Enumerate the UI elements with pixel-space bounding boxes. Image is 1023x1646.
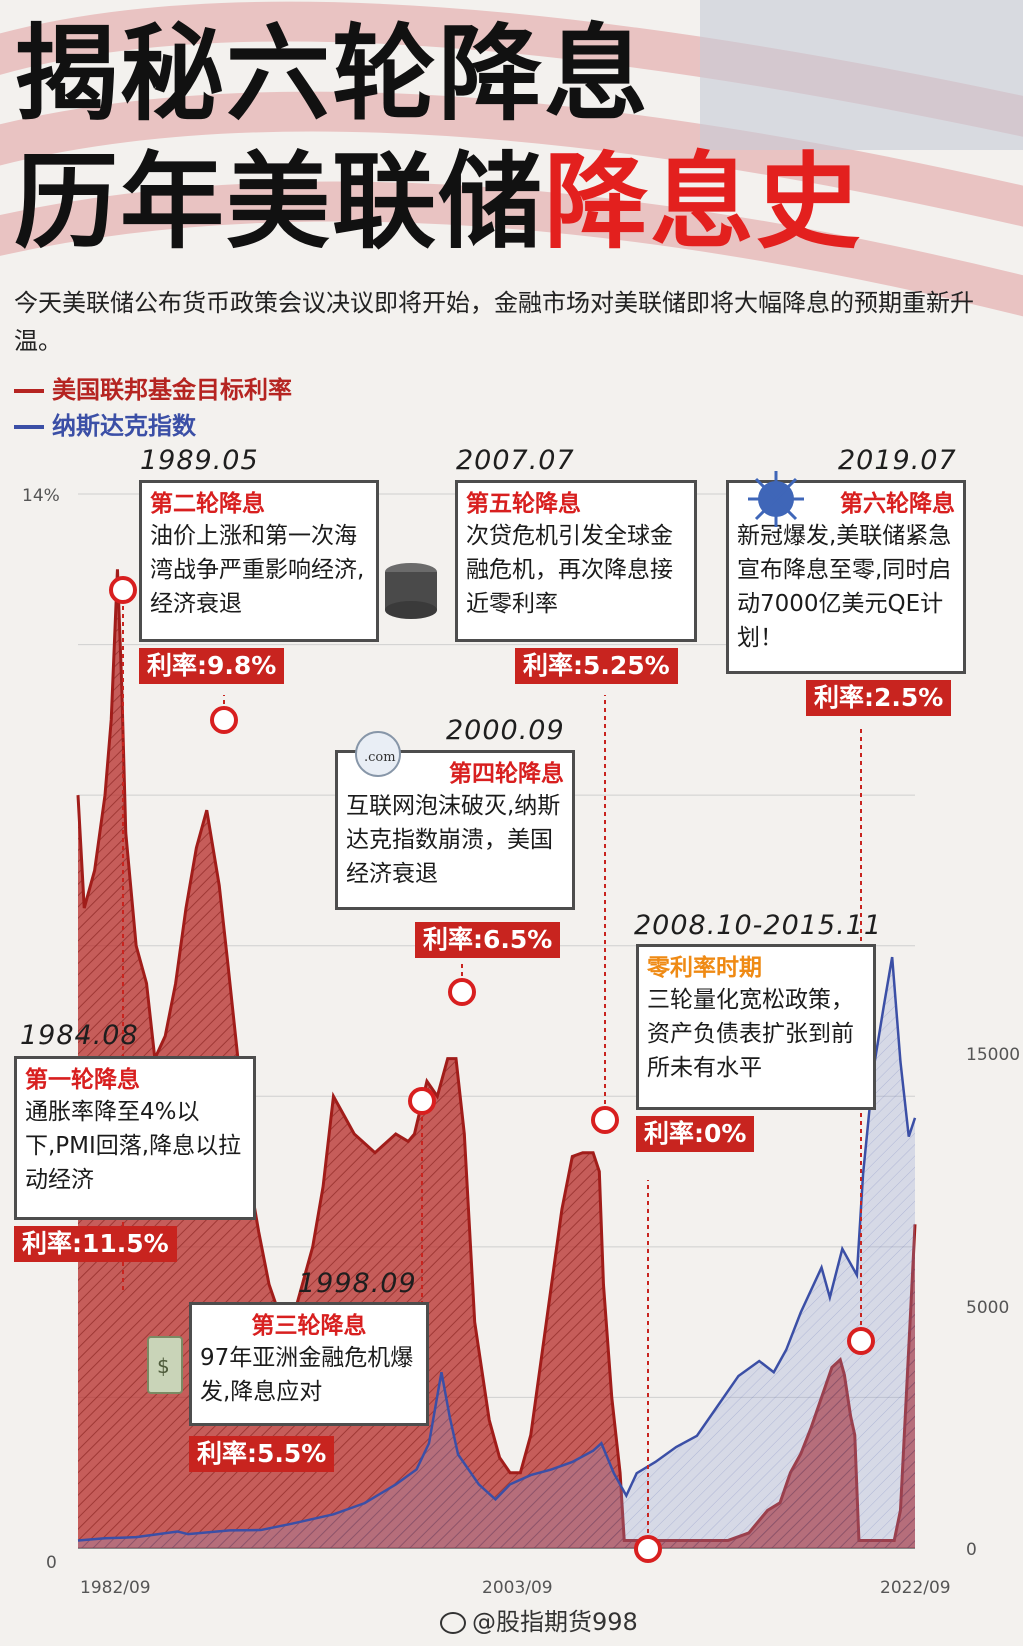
event6-body: 三轮量化宽松政策，资产负债表扩张到前所未有水平 (647, 987, 854, 1081)
event6-date: 2008.10-2015.11 (634, 910, 883, 941)
event-marker (210, 706, 238, 734)
event7-date: 2019.07 (838, 445, 957, 476)
event2-body: 油价上涨和第一次海湾战争严重影响经济,经济衰退 (150, 523, 365, 617)
x-tick-2022: 2022/09 (880, 1578, 951, 1598)
nasdaq-line (77, 956, 917, 1542)
event4-body: 互联网泡沫破灭,纳斯达克指数崩溃，美国经济衰退 (346, 793, 561, 887)
y-right-tick-15000: 15000 (966, 1045, 1021, 1065)
weibo-icon (440, 1612, 466, 1634)
event5-box: 第五轮降息 次贷危机引发全球金融危机，再次降息接近零利率 (455, 480, 697, 642)
legend-rate: 美国联邦基金目标利率 (14, 370, 292, 405)
event-marker (634, 1535, 662, 1563)
event1-title: 第一轮降息 (25, 1067, 140, 1093)
event4-date: 2000.09 (446, 715, 565, 746)
x-tick-2003: 2003/09 (482, 1578, 553, 1598)
event-marker (591, 1106, 619, 1134)
event6-box: 零利率时期 三轮量化宽松政策，资产负债表扩张到前所未有水平 (636, 944, 876, 1110)
dollar-bill-icon: $ (147, 1336, 183, 1394)
intro-text: 今天美联储公布货币政策会议决议即将开始，金融市场对美联储即将大幅降息的预期重新升… (14, 289, 974, 355)
subtitle: 历年美联储降息史 (14, 150, 862, 254)
event3-box: 第三轮降息 97年亚洲金融危机爆发,降息应对 (189, 1302, 429, 1426)
virus-icon (748, 471, 804, 527)
legend-nasdaq-label: 纳斯达克指数 (52, 412, 196, 440)
event7-body: 新冠爆发,美联储紧急宣布降息至零,同时启动7000亿美元QE计划！ (737, 523, 952, 651)
event5-title: 第五轮降息 (466, 491, 581, 517)
oil-barrel-icon (385, 563, 437, 619)
event-marker (408, 1087, 436, 1115)
main-title: 揭秘六轮降息 (14, 13, 651, 135)
legend-rate-label: 美国联邦基金目标利率 (52, 376, 292, 404)
event3-title: 第三轮降息 (251, 1313, 367, 1339)
event2-box: 第二轮降息 油价上涨和第一次海湾战争严重影响经济,经济衰退 (139, 480, 379, 642)
event2-title: 第二轮降息 (150, 491, 265, 517)
event-marker (448, 978, 476, 1006)
legend-nasdaq: 纳斯达克指数 (14, 406, 196, 441)
event-marker (109, 576, 137, 604)
event-marker (847, 1327, 875, 1355)
subtitle-black: 历年美联储 (14, 141, 545, 263)
event2-rate: 利率:9.8% (139, 648, 285, 684)
y-right-tick-zero: 0 (966, 1540, 977, 1560)
watermark-text: @股指期货998 (472, 1608, 638, 1636)
y-right-tick-5000: 5000 (966, 1298, 1010, 1318)
event1-box: 第一轮降息 通胀率降至4%以下,PMI回落,降息以拉动经济 (14, 1056, 256, 1220)
event7-rate: 利率:2.5% (806, 680, 952, 716)
event3-body: 97年亚洲金融危机爆发,降息应对 (200, 1345, 414, 1405)
svg-text:.com: .com (364, 750, 396, 765)
weibo-watermark: @股指期货998 (440, 1602, 638, 1637)
event4-rate: 利率:6.5% (415, 922, 561, 958)
event6-rate: 利率:0% (636, 1116, 755, 1152)
us-flag-background (0, 0, 1023, 317)
event2-date: 1989.05 (140, 445, 259, 476)
subtitle-red: 降息史 (544, 141, 863, 263)
event1-date: 1984.08 (20, 1020, 139, 1051)
event7-title: 第六轮降息 (840, 491, 955, 517)
legend-rate-swatch (14, 389, 44, 393)
event1-rate: 利率:11.5% (14, 1226, 177, 1262)
event6-title: 零利率时期 (647, 955, 762, 981)
event3-rate: 利率:5.5% (189, 1436, 335, 1472)
svg-text:$: $ (157, 1354, 170, 1378)
event5-body: 次贷危机引发全球金融危机，再次降息接近零利率 (466, 523, 673, 617)
y-left-tick-zero: 0 (46, 1553, 57, 1573)
dotcom-bubble-icon: .com (355, 731, 401, 777)
legend-nasdaq-swatch (14, 425, 44, 429)
event3-date: 1998.09 (298, 1268, 417, 1299)
x-tick-1982: 1982/09 (80, 1578, 151, 1598)
y-left-tick-top: 14% (22, 486, 60, 506)
event5-date: 2007.07 (456, 445, 575, 476)
event4-title: 第四轮降息 (449, 761, 564, 787)
nasdaq-area (78, 957, 915, 1548)
event7-box: 第六轮降息 新冠爆发,美联储紧急宣布降息至零,同时启动7000亿美元QE计划！ (726, 480, 966, 674)
event1-body: 通胀率降至4%以下,PMI回落,降息以拉动经济 (25, 1099, 242, 1193)
event5-rate: 利率:5.25% (515, 648, 678, 684)
